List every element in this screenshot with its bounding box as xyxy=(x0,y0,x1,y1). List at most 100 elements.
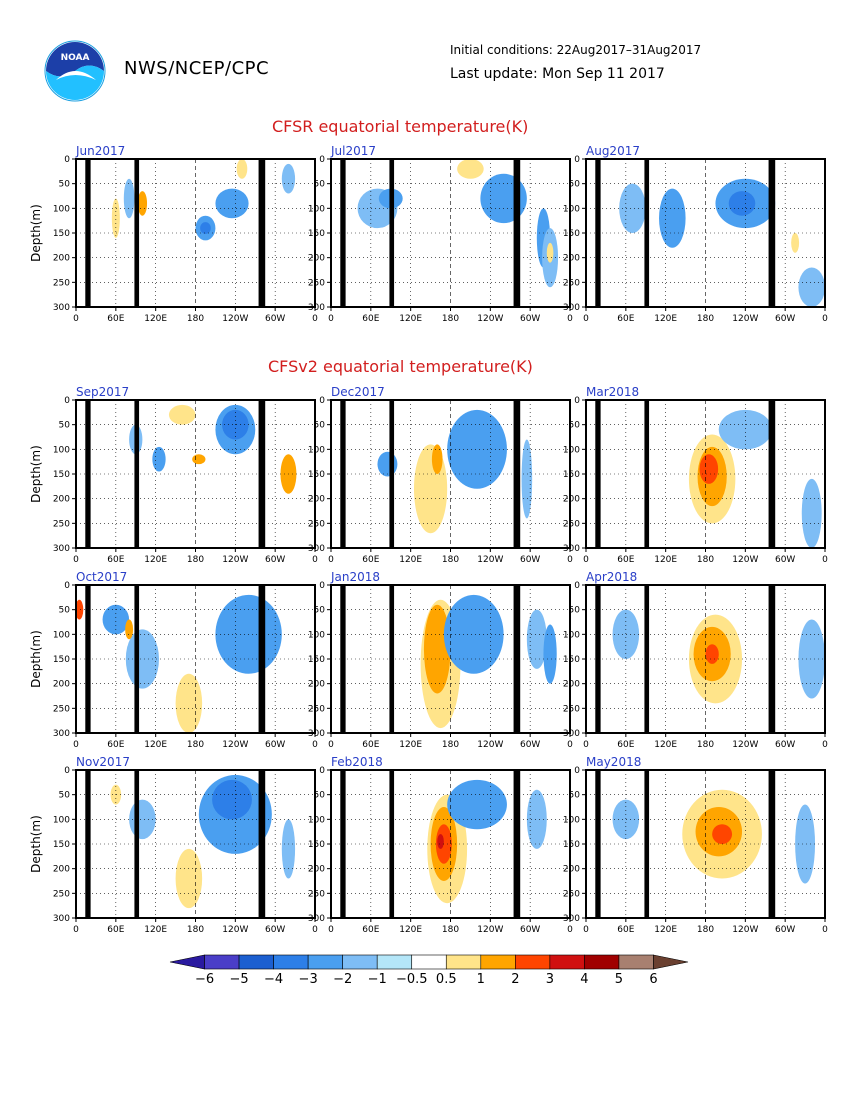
colorbar-label: 1 xyxy=(477,972,485,987)
anomaly-contour xyxy=(437,834,444,849)
panel-label: Jun2017 xyxy=(75,144,125,158)
x-tick-label: 0 xyxy=(822,555,828,565)
land-mask xyxy=(595,400,601,548)
colorbar-swatch xyxy=(273,954,309,970)
x-tick-label: 120E xyxy=(399,925,422,935)
x-tick-label: 60W xyxy=(265,555,285,565)
x-tick-label: 0 xyxy=(583,314,589,324)
y-tick-label: 150 xyxy=(308,655,325,665)
x-tick-label: 0 xyxy=(312,314,318,324)
x-tick-label: 120E xyxy=(144,925,167,935)
anomaly-contour xyxy=(705,644,719,664)
y-tick-label: 0 xyxy=(574,581,580,591)
x-tick-label: 60W xyxy=(520,555,540,565)
x-tick-label: 120E xyxy=(654,314,677,324)
land-mask xyxy=(258,770,266,918)
anomaly-contour xyxy=(423,604,451,694)
x-tick-label: 60E xyxy=(617,555,634,565)
colorbar-swatch xyxy=(618,954,654,970)
x-tick-label: 60W xyxy=(775,555,795,565)
land-mask xyxy=(768,400,776,548)
panel-grid: Jun2017 0 60E 120E 180 120W 60W 0 0 50 100 150 200 25… xyxy=(29,144,828,935)
anomaly-contour xyxy=(728,191,756,216)
x-tick-label: 120W xyxy=(222,740,248,750)
y-tick-label: 50 xyxy=(59,791,71,801)
x-tick-label: 60E xyxy=(617,740,634,750)
anomaly-contour xyxy=(546,242,554,263)
y-tick-label: 200 xyxy=(563,254,580,264)
y-tick-label: 100 xyxy=(563,204,580,214)
colorbar-swatch xyxy=(169,954,205,970)
y-tick-label: 50 xyxy=(59,180,71,190)
panel-label: Oct2017 xyxy=(76,570,127,584)
x-tick-label: 180 xyxy=(697,740,714,750)
anomaly-contour xyxy=(457,159,484,179)
panel-label: Sep2017 xyxy=(76,385,129,399)
anomaly-contour xyxy=(612,799,640,840)
anomaly-contour xyxy=(175,848,203,909)
x-tick-label: 180 xyxy=(187,740,204,750)
panel-label: Mar2018 xyxy=(586,385,639,399)
y-tick-label: 100 xyxy=(563,815,580,825)
anomaly-contour xyxy=(791,233,800,253)
y-tick-label: 100 xyxy=(563,445,580,455)
y-tick-label: 150 xyxy=(53,840,70,850)
anomaly-contour xyxy=(111,198,120,238)
y-tick-label: 150 xyxy=(308,840,325,850)
y-tick-label: 300 xyxy=(563,544,580,554)
y-tick-label: 0 xyxy=(64,155,70,165)
anomaly-contour xyxy=(125,629,159,689)
x-tick-label: 0 xyxy=(822,740,828,750)
y-tick-label: 0 xyxy=(574,396,580,406)
colorbar-label: −0.5 xyxy=(396,972,428,987)
x-tick-label: 0 xyxy=(73,925,79,935)
y-tick-label: 300 xyxy=(563,914,580,924)
colorbar-label: 5 xyxy=(615,972,623,987)
land-mask xyxy=(595,585,601,733)
x-tick-label: 180 xyxy=(442,925,459,935)
anomaly-contour xyxy=(659,188,686,248)
x-tick-label: 60W xyxy=(265,314,285,324)
y-tick-label: 0 xyxy=(64,766,70,776)
y-tick-label: 250 xyxy=(308,278,325,288)
y-tick-label: 50 xyxy=(314,606,326,616)
y-tick-label: 50 xyxy=(314,791,326,801)
y-tick-label: 50 xyxy=(569,606,581,616)
colorbar: −6 −5 −4 −3 −2 −1 −0.5 0.5 1 2 3 4 5 6 xyxy=(169,954,689,987)
y-tick-label: 50 xyxy=(569,791,581,801)
land-mask xyxy=(85,159,91,307)
y-tick-label: 100 xyxy=(53,815,70,825)
x-tick-label: 60E xyxy=(107,740,124,750)
y-tick-label: 200 xyxy=(563,865,580,875)
colorbar-swatch xyxy=(653,954,689,970)
colorbar-label: −5 xyxy=(229,972,248,987)
x-tick-label: 120W xyxy=(477,925,503,935)
anomaly-contour xyxy=(798,619,825,699)
cfsr-section-title: CFSR equatorial temperature(K) xyxy=(272,117,529,136)
anomaly-contour xyxy=(236,159,248,179)
anomaly-contour xyxy=(212,779,252,820)
y-tick-label: 250 xyxy=(53,278,70,288)
x-tick-label: 0 xyxy=(583,925,589,935)
x-tick-label: 60E xyxy=(617,314,634,324)
panel-jun2017: Jun2017 0 60E 120E 180 120W 60W 0 0 50 100 150 200 25… xyxy=(29,144,318,324)
land-mask xyxy=(340,400,346,548)
y-tick-label: 0 xyxy=(64,396,70,406)
land-mask xyxy=(595,770,601,918)
anomaly-contour xyxy=(447,779,507,830)
x-tick-label: 60W xyxy=(775,740,795,750)
x-tick-label: 180 xyxy=(442,314,459,324)
y-tick-label: 100 xyxy=(53,630,70,640)
anomaly-contour xyxy=(102,604,130,635)
colorbar-label: −1 xyxy=(368,972,387,987)
y-tick-label: 200 xyxy=(308,495,325,505)
x-tick-label: 0 xyxy=(312,555,318,565)
y-tick-label: 100 xyxy=(308,630,325,640)
anomaly-contour xyxy=(443,594,504,674)
y-tick-label: 150 xyxy=(563,470,580,480)
panel-sep2017: Sep2017 0 60E 120E 180 120W 60W 0 0 50 100 150 200 25… xyxy=(29,385,318,565)
